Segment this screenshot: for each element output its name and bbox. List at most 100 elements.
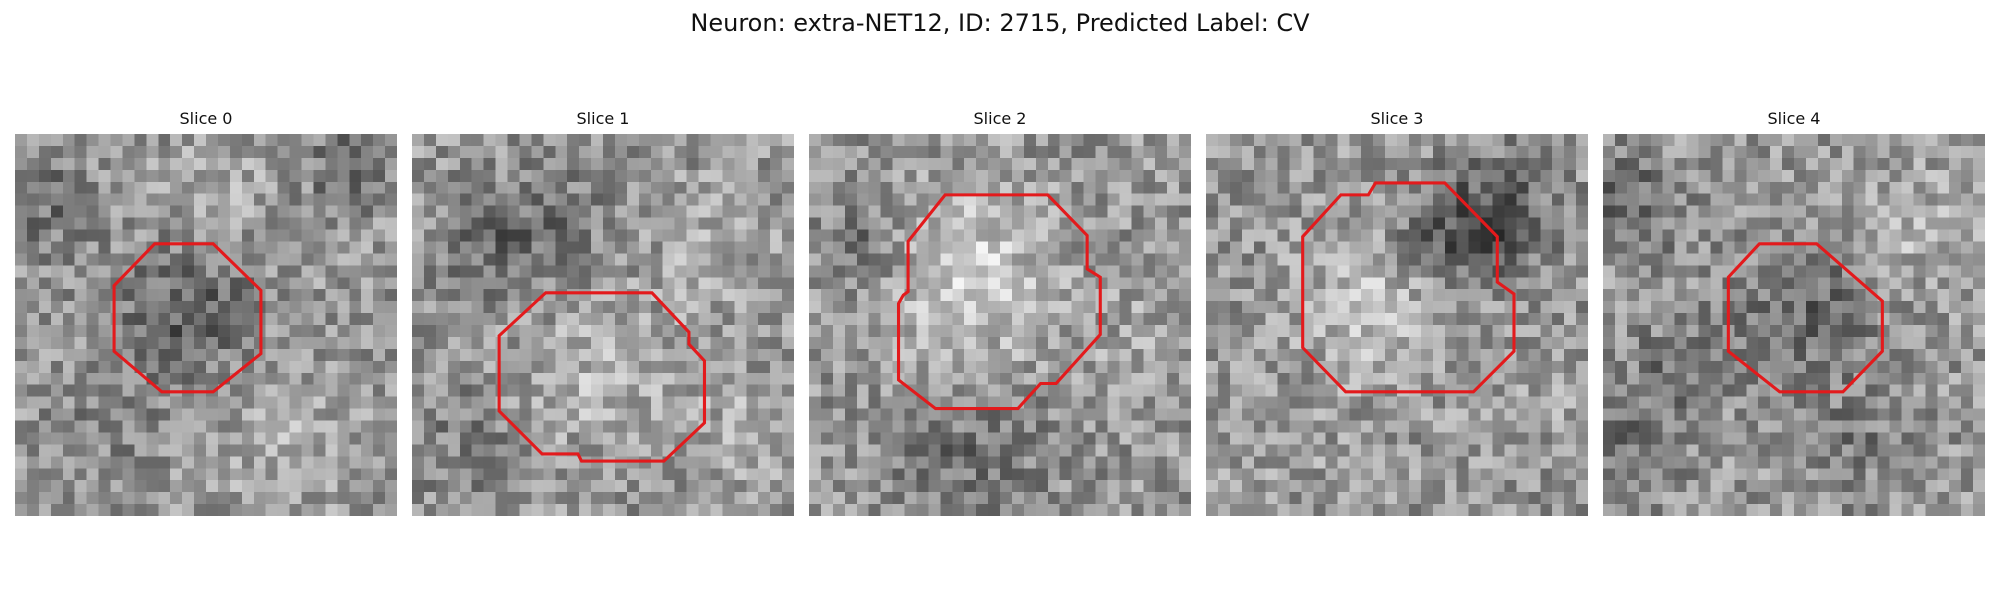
pixel — [1841, 396, 1854, 409]
pixel — [832, 193, 846, 206]
pixel — [62, 468, 75, 481]
pixel — [1901, 384, 1914, 397]
pixel — [313, 444, 326, 457]
pixel — [1023, 480, 1037, 493]
pixel — [1913, 336, 1926, 350]
pixel — [1000, 396, 1013, 409]
slice-panel-3: Slice 3 — [1206, 108, 1588, 518]
pixel — [1710, 336, 1723, 350]
pixel — [543, 492, 556, 505]
pixel — [1313, 384, 1326, 397]
pixel — [301, 289, 314, 302]
pixel — [1853, 193, 1866, 206]
pixel — [638, 313, 651, 326]
pixel — [1083, 277, 1096, 290]
pixel — [638, 217, 651, 230]
pixel — [1179, 384, 1191, 397]
pixel — [1023, 241, 1037, 254]
pixel — [964, 157, 977, 171]
pixel — [1131, 134, 1144, 147]
pixel — [349, 181, 362, 194]
pixel — [1710, 348, 1723, 362]
pixel — [1540, 408, 1553, 421]
pixel — [1638, 420, 1651, 433]
pixel — [471, 265, 484, 278]
pixel — [1253, 277, 1266, 290]
pixel — [182, 265, 195, 278]
pixel — [1313, 181, 1326, 194]
pixel — [1119, 253, 1132, 266]
pixel — [1349, 432, 1362, 445]
pixel — [1301, 169, 1314, 182]
pixel — [1095, 336, 1108, 350]
pixel — [734, 313, 747, 326]
pixel — [734, 396, 747, 409]
pixel — [591, 396, 604, 409]
pixel — [1444, 134, 1457, 147]
pixel — [146, 444, 159, 457]
pixel — [1071, 157, 1084, 171]
pixel — [832, 289, 846, 302]
pixel — [1865, 313, 1878, 326]
pixel — [122, 217, 135, 230]
pixel — [435, 289, 449, 302]
pixel — [1698, 360, 1711, 373]
pixel — [1143, 480, 1156, 493]
pixel — [50, 456, 63, 469]
pixel — [758, 253, 771, 266]
pixel — [734, 145, 747, 159]
pixel — [1325, 134, 1338, 147]
pixel — [1229, 169, 1243, 182]
pixel — [1325, 217, 1338, 230]
pixel — [1901, 336, 1914, 350]
pixel — [674, 360, 687, 373]
pixel — [832, 145, 846, 159]
pixel — [1576, 181, 1588, 194]
pixel — [1011, 444, 1025, 457]
pixel — [1289, 336, 1302, 350]
pixel — [555, 134, 568, 147]
pixel — [1722, 145, 1735, 159]
pixel — [856, 396, 869, 409]
pixel — [916, 444, 929, 457]
pixel — [158, 420, 171, 433]
pixel — [904, 277, 917, 290]
pixel — [110, 360, 123, 373]
pixel — [289, 134, 302, 147]
pixel — [1805, 301, 1819, 314]
pixel — [1758, 301, 1771, 314]
pixel — [722, 217, 735, 230]
pixel — [1722, 253, 1735, 266]
pixel — [1925, 241, 1938, 254]
pixel — [1674, 145, 1687, 159]
pixel — [1480, 480, 1493, 493]
pixel — [698, 229, 711, 242]
pixel — [1023, 313, 1037, 326]
pixel — [447, 301, 460, 314]
pixel — [447, 396, 460, 409]
pixel — [1023, 420, 1037, 433]
pixel — [1385, 336, 1398, 350]
pixel — [325, 277, 338, 290]
pixel — [964, 229, 977, 242]
pixel — [373, 217, 386, 230]
pixel — [1516, 432, 1529, 445]
pixel — [1011, 229, 1025, 242]
pixel — [1662, 217, 1675, 230]
pixel — [722, 134, 735, 147]
pixel — [1277, 157, 1290, 171]
pixel — [385, 396, 397, 409]
pixel — [1817, 289, 1831, 302]
pixel — [507, 217, 520, 230]
pixel — [1805, 348, 1819, 362]
pixel — [614, 492, 628, 505]
pixel — [809, 205, 822, 218]
pixel — [289, 348, 302, 362]
pixel — [638, 468, 651, 481]
pixel — [134, 432, 147, 445]
pixel — [674, 193, 687, 206]
pixel — [964, 504, 977, 516]
pixel — [1349, 134, 1362, 147]
pixel — [710, 480, 723, 493]
pixel — [734, 157, 747, 171]
